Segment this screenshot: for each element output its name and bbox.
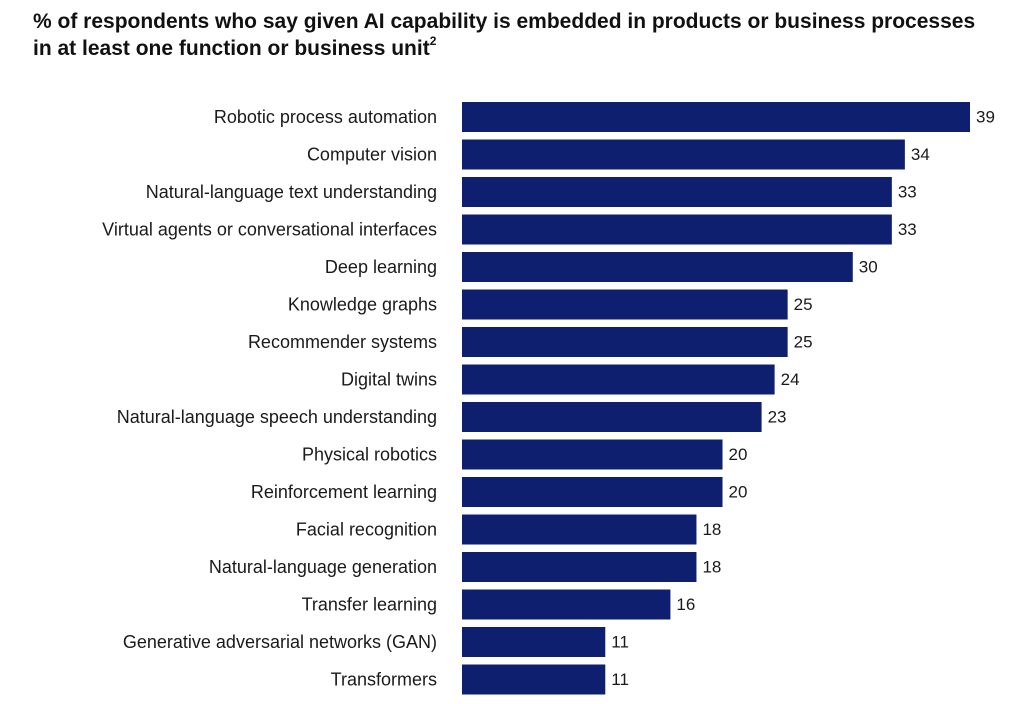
bar: [462, 552, 697, 582]
bar: [462, 214, 892, 245]
value-label: 11: [611, 633, 629, 652]
category-label: Knowledge graphs: [288, 295, 437, 315]
plot-area: Robotic process automation 39 Computer vis…: [102, 102, 995, 695]
bar: [462, 477, 723, 507]
category-label: Generative adversarial networks (GAN): [123, 632, 437, 652]
value-label: 24: [781, 370, 800, 389]
category-label: Physical robotics: [302, 445, 437, 465]
value-label: 33: [898, 183, 917, 202]
category-label: Robotic process automation: [214, 107, 437, 127]
bar: [462, 514, 697, 545]
value-label: 34: [911, 145, 930, 164]
value-label: 18: [702, 558, 721, 577]
value-label: 20: [729, 483, 748, 502]
bar: [462, 139, 905, 170]
bar: [462, 327, 788, 357]
bar: [462, 627, 606, 657]
value-label: 16: [676, 595, 695, 614]
category-label: Deep learning: [325, 257, 437, 277]
category-label: Reinforcement learning: [251, 482, 437, 502]
chart-title-text: % of respondents who say given AI capabi…: [33, 10, 976, 60]
category-label: Natural-language speech understanding: [117, 407, 437, 427]
bar: [462, 439, 723, 470]
bar: [462, 364, 775, 395]
category-label: Digital twins: [341, 370, 437, 390]
value-label: 18: [702, 520, 721, 539]
value-label: 33: [898, 220, 917, 239]
category-label: Recommender systems: [248, 332, 437, 352]
bar: [462, 589, 671, 620]
chart-title: % of respondents who say given AI capabi…: [33, 8, 993, 62]
category-label: Transformers: [331, 670, 437, 690]
value-label: 20: [729, 445, 748, 464]
value-label: 11: [611, 670, 629, 689]
category-label: Virtual agents or conversational interfa…: [102, 220, 437, 240]
bar: [462, 252, 853, 282]
value-label: 23: [768, 408, 787, 427]
category-label: Transfer learning: [302, 595, 437, 615]
value-label: 30: [859, 258, 878, 277]
title-footnote-marker: 2: [429, 34, 437, 48]
bar: [462, 664, 606, 695]
bar: [462, 402, 762, 432]
bar: [462, 177, 892, 207]
category-label: Natural-language text understanding: [146, 182, 437, 202]
bar: [462, 102, 970, 132]
bar: [462, 289, 788, 320]
value-label: 25: [794, 333, 813, 352]
category-label: Computer vision: [307, 145, 437, 165]
value-label: 25: [794, 295, 813, 314]
category-label: Facial recognition: [296, 520, 437, 540]
category-label: Natural-language generation: [209, 557, 437, 577]
value-label: 39: [976, 108, 995, 127]
